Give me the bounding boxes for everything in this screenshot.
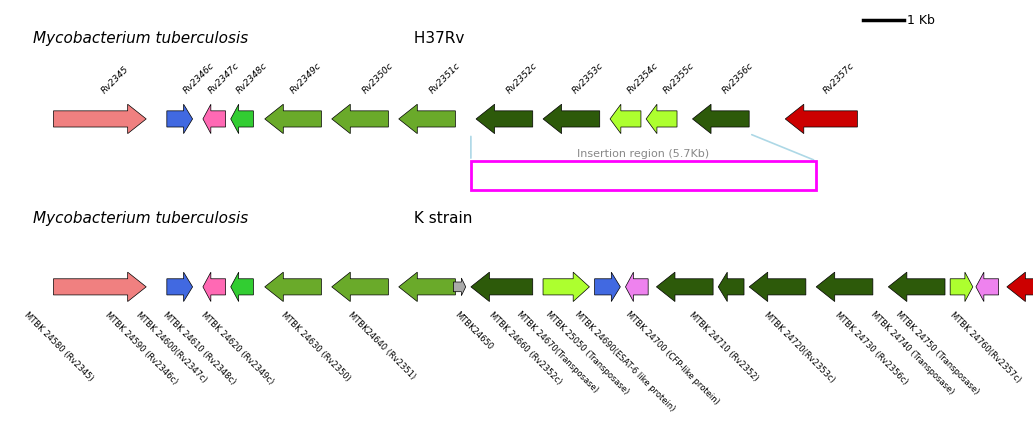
FancyArrow shape xyxy=(626,272,648,302)
Text: Rv2346c: Rv2346c xyxy=(182,62,217,96)
FancyArrow shape xyxy=(54,104,146,134)
FancyArrow shape xyxy=(657,272,713,302)
Text: MTBK 24750 (Transposase): MTBK 24750 (Transposase) xyxy=(894,310,981,396)
FancyArrow shape xyxy=(595,272,620,302)
Text: Rv2354c: Rv2354c xyxy=(626,62,660,96)
Text: MTBK 24760(Rv2357c): MTBK 24760(Rv2357c) xyxy=(948,310,1023,384)
FancyArrow shape xyxy=(785,104,857,134)
FancyArrow shape xyxy=(265,104,322,134)
FancyArrow shape xyxy=(231,272,253,302)
FancyArrow shape xyxy=(950,272,973,302)
FancyArrow shape xyxy=(543,272,589,302)
Text: MTBK 24630 (Rv2350): MTBK 24630 (Rv2350) xyxy=(279,310,353,383)
Text: MTBK 24730 (Rv2356c): MTBK 24730 (Rv2356c) xyxy=(832,310,909,386)
FancyArrow shape xyxy=(231,104,253,134)
Text: MTBK 24720(Rv2353c): MTBK 24720(Rv2353c) xyxy=(763,310,837,384)
Text: Mycobacterium tuberculosis: Mycobacterium tuberculosis xyxy=(33,31,248,46)
FancyArrow shape xyxy=(610,104,641,134)
Text: Rv2353c: Rv2353c xyxy=(571,62,605,96)
Text: MTBK 24610 (Rv2348c): MTBK 24610 (Rv2348c) xyxy=(161,310,237,386)
Text: MTBK 24700 (CFP-like protein): MTBK 24700 (CFP-like protein) xyxy=(624,310,721,407)
Text: MTBK 25050 (Transposase): MTBK 25050 (Transposase) xyxy=(544,310,631,396)
FancyArrow shape xyxy=(166,272,192,302)
FancyArrow shape xyxy=(719,272,744,302)
Text: MTBK 24620 (Rv2349c): MTBK 24620 (Rv2349c) xyxy=(200,310,275,386)
Text: MTBK 24590 (Rv2346c): MTBK 24590 (Rv2346c) xyxy=(103,310,179,386)
FancyArrow shape xyxy=(543,104,600,134)
FancyArrow shape xyxy=(203,272,225,302)
Text: MTBK 24670(Transposase): MTBK 24670(Transposase) xyxy=(515,310,600,395)
Text: MTBK 24740 (Transposase): MTBK 24740 (Transposase) xyxy=(869,310,955,396)
FancyArrow shape xyxy=(1007,272,1034,302)
FancyArrow shape xyxy=(976,272,999,302)
Text: Insertion region (5.7Kb): Insertion region (5.7Kb) xyxy=(577,149,709,159)
Text: Rv2350c: Rv2350c xyxy=(361,62,395,96)
Text: Rv2347c: Rv2347c xyxy=(207,62,241,96)
Text: MTBK 24660 (Rv2352c): MTBK 24660 (Rv2352c) xyxy=(488,310,564,386)
Text: Rv2356c: Rv2356c xyxy=(721,62,755,96)
Text: MTBK24650: MTBK24650 xyxy=(453,310,494,352)
FancyArrow shape xyxy=(166,104,192,134)
Text: MTBK 24690(ESAT-6 like protein): MTBK 24690(ESAT-6 like protein) xyxy=(574,310,677,413)
FancyArrow shape xyxy=(646,104,677,134)
Text: Rv2355c: Rv2355c xyxy=(662,62,696,96)
Text: MTBK 24580 (Rv2345): MTBK 24580 (Rv2345) xyxy=(22,310,95,383)
Text: Rv2352c: Rv2352c xyxy=(505,62,540,96)
FancyArrow shape xyxy=(750,272,805,302)
Text: MTBK 24600(Rv2347c): MTBK 24600(Rv2347c) xyxy=(133,310,208,384)
Text: H37Rv: H37Rv xyxy=(409,31,464,46)
FancyArrow shape xyxy=(332,104,389,134)
Text: MTBK24640 (Rv2351): MTBK24640 (Rv2351) xyxy=(346,310,418,381)
Text: Rv2348c: Rv2348c xyxy=(235,62,269,96)
FancyArrow shape xyxy=(453,278,465,296)
FancyArrow shape xyxy=(693,104,750,134)
Text: Rv2351c: Rv2351c xyxy=(428,62,462,96)
Text: Mycobacterium tuberculosis: Mycobacterium tuberculosis xyxy=(33,211,248,226)
Text: Rv2349c: Rv2349c xyxy=(288,62,323,96)
Text: Rv2357c: Rv2357c xyxy=(821,62,856,96)
Text: MTBK 24710 (Rv2352): MTBK 24710 (Rv2352) xyxy=(687,310,760,383)
FancyArrow shape xyxy=(816,272,873,302)
Text: Rv2345: Rv2345 xyxy=(100,65,130,96)
FancyArrow shape xyxy=(265,272,322,302)
FancyArrow shape xyxy=(888,272,945,302)
FancyArrow shape xyxy=(399,272,455,302)
FancyArrow shape xyxy=(470,272,533,302)
Text: K strain: K strain xyxy=(409,211,473,226)
FancyArrow shape xyxy=(332,272,389,302)
FancyArrow shape xyxy=(476,104,533,134)
FancyArrow shape xyxy=(399,104,455,134)
Text: 1 Kb: 1 Kb xyxy=(907,14,935,27)
FancyArrow shape xyxy=(54,272,146,302)
FancyArrow shape xyxy=(203,104,225,134)
